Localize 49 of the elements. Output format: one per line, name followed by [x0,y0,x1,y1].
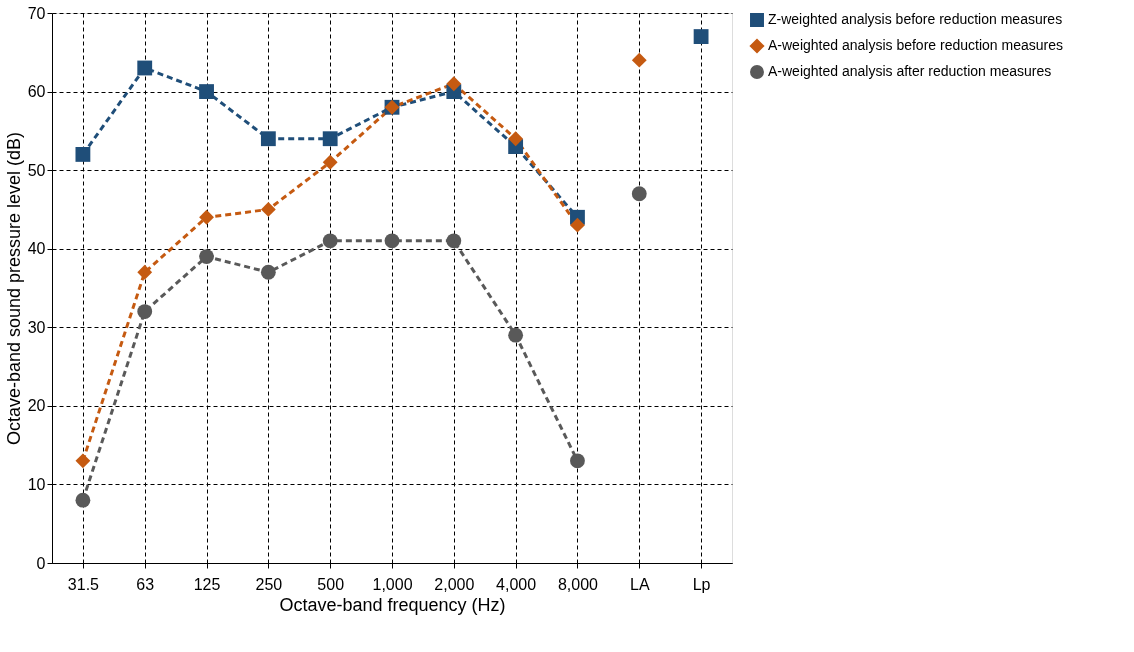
x-tick-label: 63 [136,575,155,593]
x-tick-label: Lp [692,575,711,593]
point [508,131,524,147]
x-tick-label: 8,000 [557,575,599,593]
x-tick-label: 2,000 [434,575,475,593]
x-tick-label: 31.5 [67,575,100,593]
legend-label: A-weighted analysis after reduction measures [768,63,1052,79]
y-tick-label: 20 [27,397,46,415]
y-tick-label: 70 [27,4,46,22]
y-tick-label: 40 [27,240,46,258]
point [631,186,647,202]
legend-label: A-weighted analysis before reduction measures [768,37,1063,53]
point [260,264,276,280]
point [570,217,585,233]
y-tick-label: 60 [27,83,46,101]
x-tick-label: 125 [193,575,221,593]
point [199,249,214,264]
x-tick-label: LA [629,575,650,593]
y-tick-label: 0 [36,554,46,572]
x-axis-title: Octave-band frequency (Hz) [279,594,506,615]
point [508,327,524,343]
point [631,52,647,68]
point [199,84,214,99]
x-tick-label: 4,000 [496,575,537,593]
point [693,29,709,44]
y-tick-label: 30 [27,318,46,336]
point [322,233,338,249]
y-axis-title: Octave-band sound pressure level (dB) [3,131,24,446]
point [75,453,91,469]
x-tick-label: 1,000 [372,575,413,593]
x-tick-label: 500 [317,575,345,593]
legend-label: Z-weighted analysis before reduction measures [768,11,1063,27]
point [137,264,153,280]
point [322,131,338,147]
point [260,202,276,217]
point [446,76,462,92]
point [570,453,585,469]
point [322,154,338,170]
point [137,60,153,76]
point [199,209,214,225]
point [75,147,91,162]
point [137,304,153,319]
point [75,492,91,508]
point [446,233,462,249]
point [384,233,400,249]
x-tick-label: 250 [255,575,283,593]
y-tick-label: 50 [27,161,46,179]
y-tick-label: 10 [27,475,46,493]
point [260,131,276,147]
